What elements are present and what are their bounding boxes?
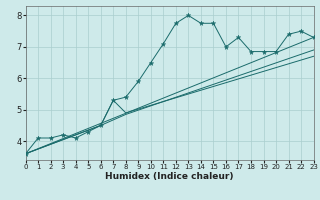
X-axis label: Humidex (Indice chaleur): Humidex (Indice chaleur): [105, 172, 234, 181]
